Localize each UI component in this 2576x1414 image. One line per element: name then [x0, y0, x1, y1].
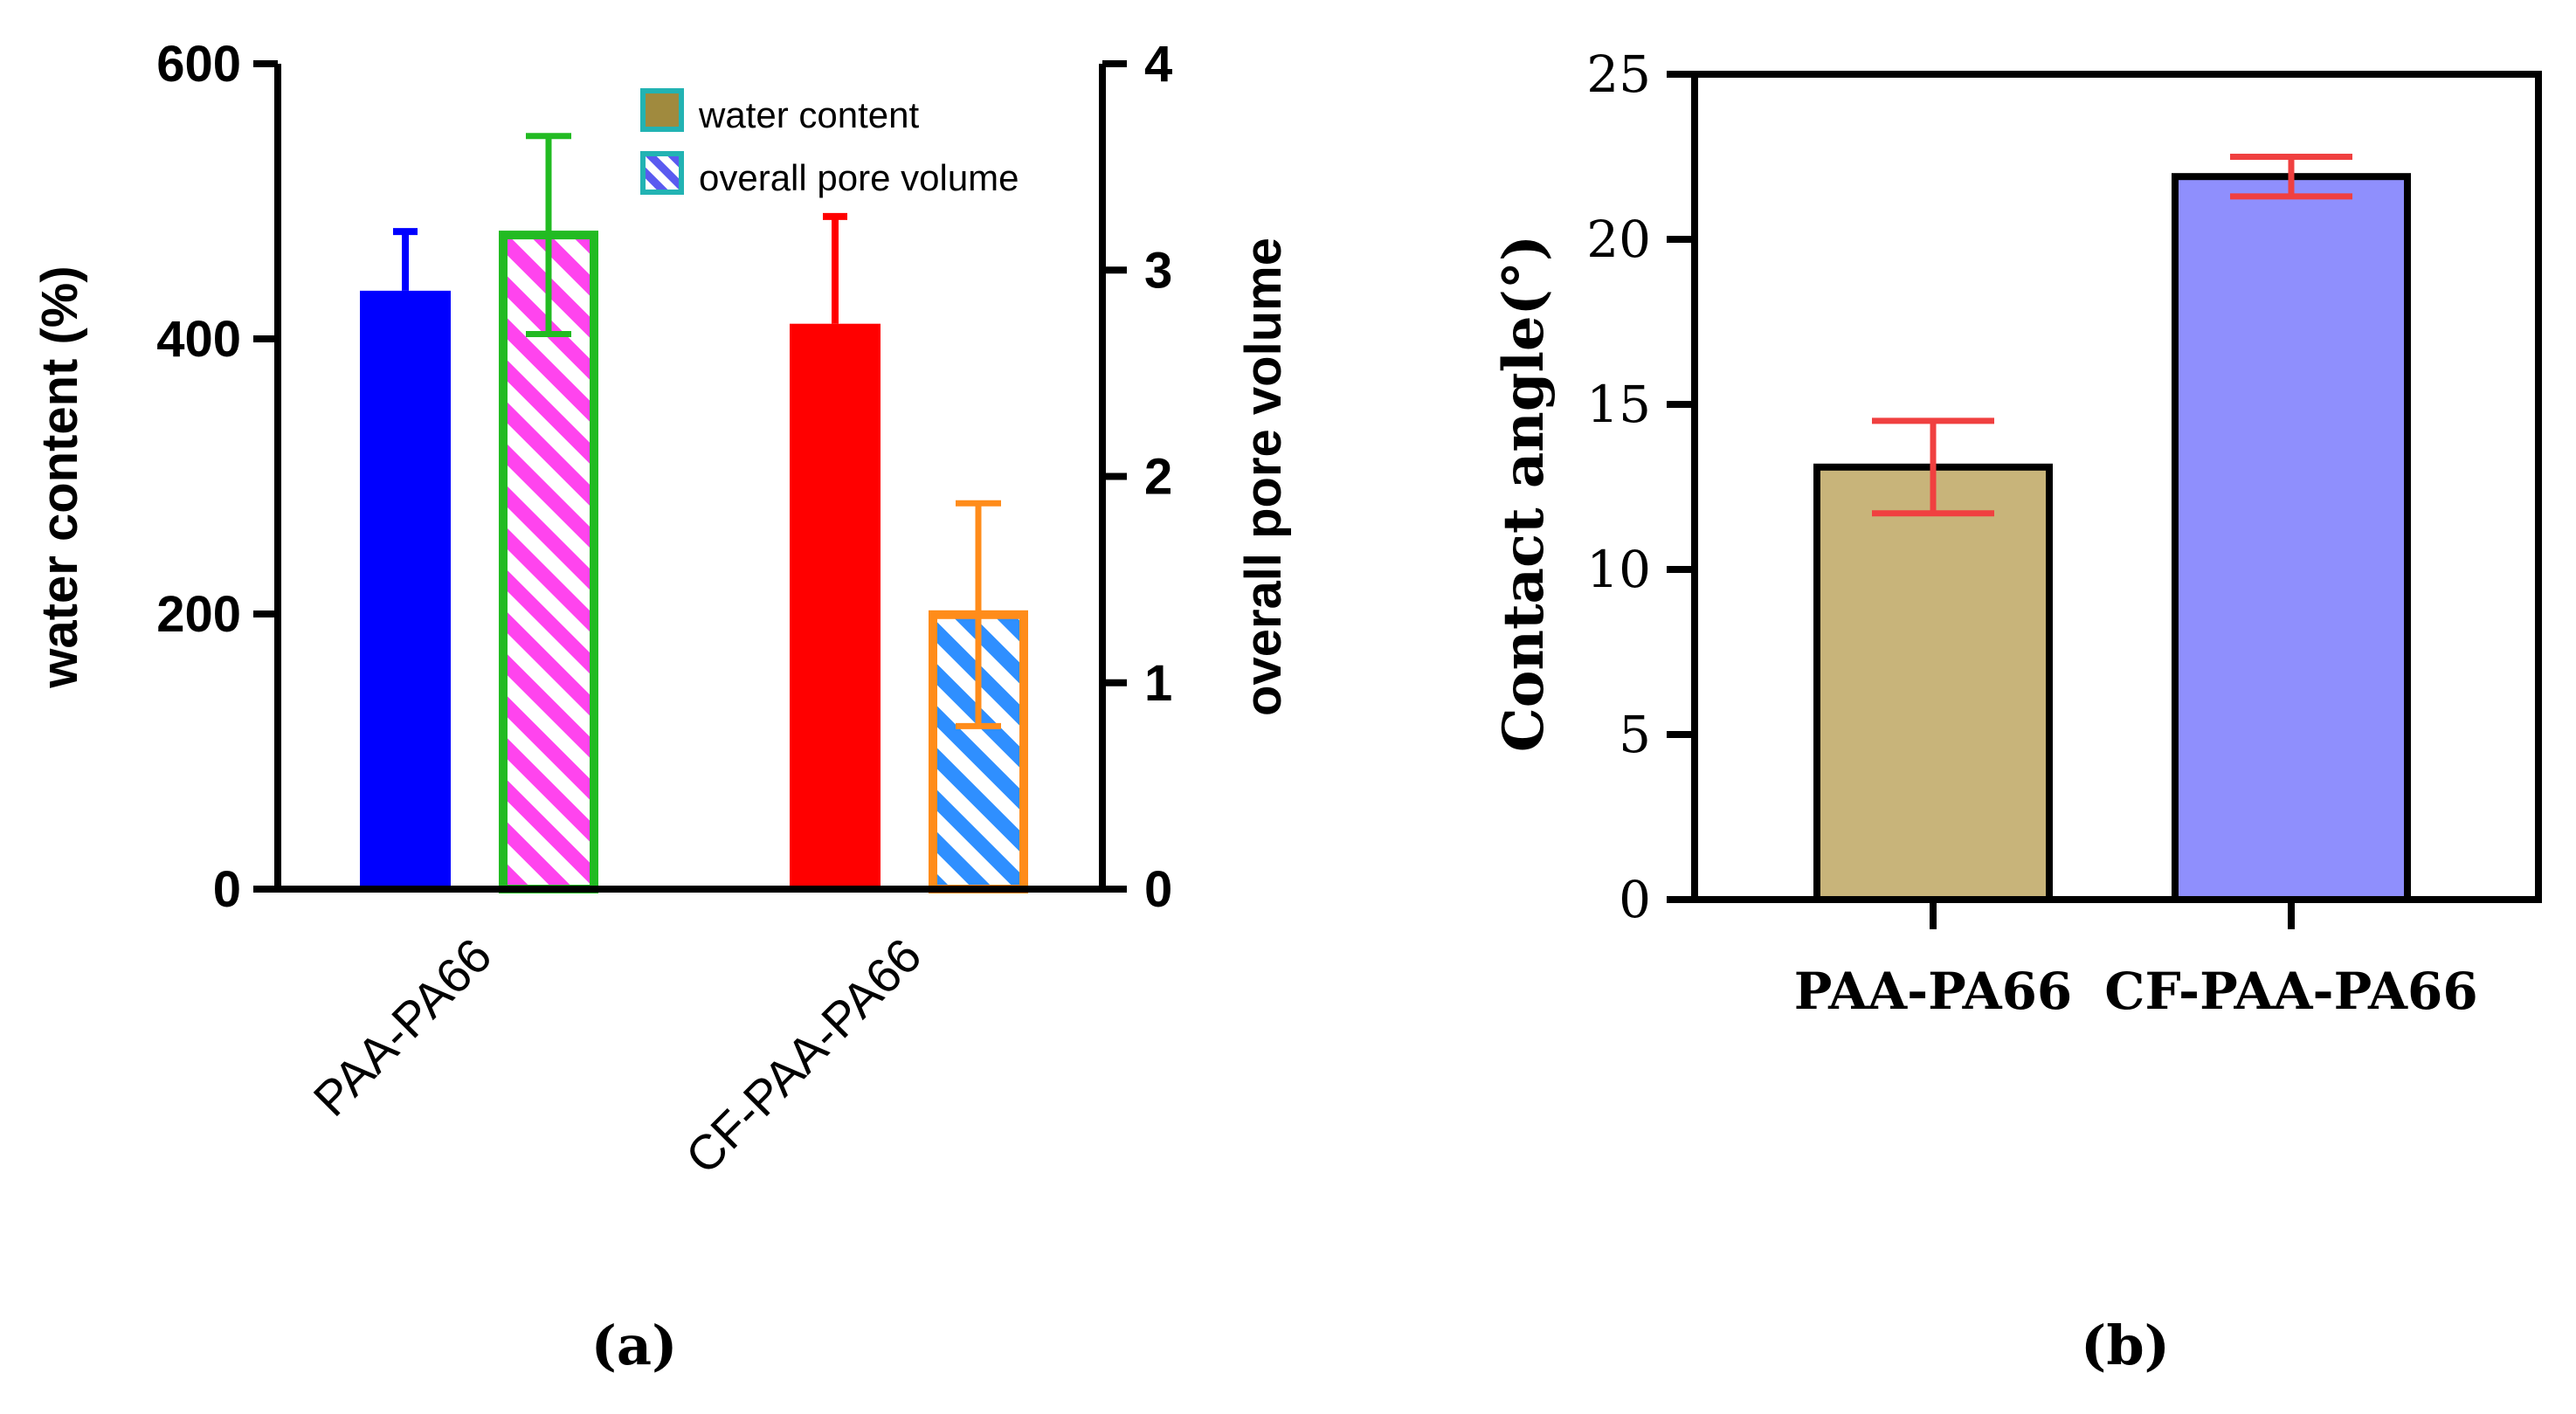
a-left-tick-label-400: 400: [156, 311, 241, 368]
b-error-bars-layer: [1872, 154, 2352, 517]
a-right-tick-label-0: 0: [1144, 861, 1172, 918]
chart-panel-a: 0 200 400 600 0 1 2 3 4 water content (%) overa…: [31, 36, 1292, 1377]
b-ticks-layer: 0 5 10 15 20 25: [1586, 45, 1695, 929]
a-y-axis-label: water content (%): [31, 266, 88, 688]
b-panel-label: (b): [2081, 1314, 2170, 1377]
a-left-tick-label-600: 600: [156, 36, 241, 93]
bar-contact-angle-cf-paa-pa66: [2172, 173, 2411, 903]
b-y-tick-label-5: 5: [1619, 705, 1651, 764]
b-plot-frame: [1691, 71, 2542, 903]
legend-swatch-overall-pore-volume: [640, 151, 684, 195]
b-y-axis-label: Contact angle(°): [1491, 235, 1557, 752]
b-y-tick-label-20: 20: [1586, 210, 1651, 269]
a-y2-axis-label: overall pore volume: [1235, 238, 1292, 716]
b-category-label-cf-paa-pa66: CF-PAA-PA66: [2104, 962, 2477, 1021]
a-left-tick-label-200: 200: [156, 586, 241, 643]
a-category-label-cf-paa-pa66: CF-PAA-PA66: [675, 928, 932, 1184]
b-category-label-paa-pa66: PAA-PA66: [1794, 962, 2073, 1021]
a-legend: water content overall pore volume: [640, 88, 1019, 198]
legend-swatch-water-content: [640, 88, 684, 132]
b-category-labels-layer: PAA-PA66 CF-PAA-PA66: [1794, 900, 2478, 1021]
a-right-tick-label-3: 3: [1144, 242, 1172, 299]
b-bars-layer: [1813, 173, 2411, 903]
a-error-bars-layer: [393, 133, 1001, 729]
chart-panel-b: 0 5 10 15 20 25 Contact angle(°) PAA-PA66 CF-P…: [1491, 45, 2542, 1377]
legend-label-overall-pore-volume: overall pore volume: [699, 157, 1019, 198]
a-category-label-paa-pa66: PAA-PA66: [303, 928, 502, 1127]
a-category-labels-layer: PAA-PA66 CF-PAA-PA66: [303, 928, 932, 1184]
legend-label-water-content: water content: [698, 94, 919, 135]
a-bars-layer: [360, 231, 1028, 893]
a-right-tick-label-4: 4: [1144, 36, 1172, 93]
a-right-ticks-layer: 0 1 2 3 4: [1102, 36, 1172, 918]
b-y-tick-label-15: 15: [1586, 375, 1651, 434]
a-right-tick-label-2: 2: [1144, 449, 1172, 506]
a-right-tick-label-1: 1: [1144, 655, 1172, 712]
b-y-tick-label-0: 0: [1619, 870, 1651, 929]
bar-water-content-cf-paa-pa66: [790, 323, 881, 889]
b-y-tick-label-10: 10: [1586, 540, 1651, 599]
a-panel-label: (a): [591, 1314, 678, 1377]
bar-contact-angle-paa-pa66: [1813, 463, 2053, 903]
b-y-tick-label-25: 25: [1586, 45, 1651, 104]
bar-water-content-paa-pa66: [360, 290, 451, 889]
a-left-ticks-layer: 0 200 400 600: [156, 36, 278, 918]
a-left-tick-label-0: 0: [213, 861, 241, 918]
